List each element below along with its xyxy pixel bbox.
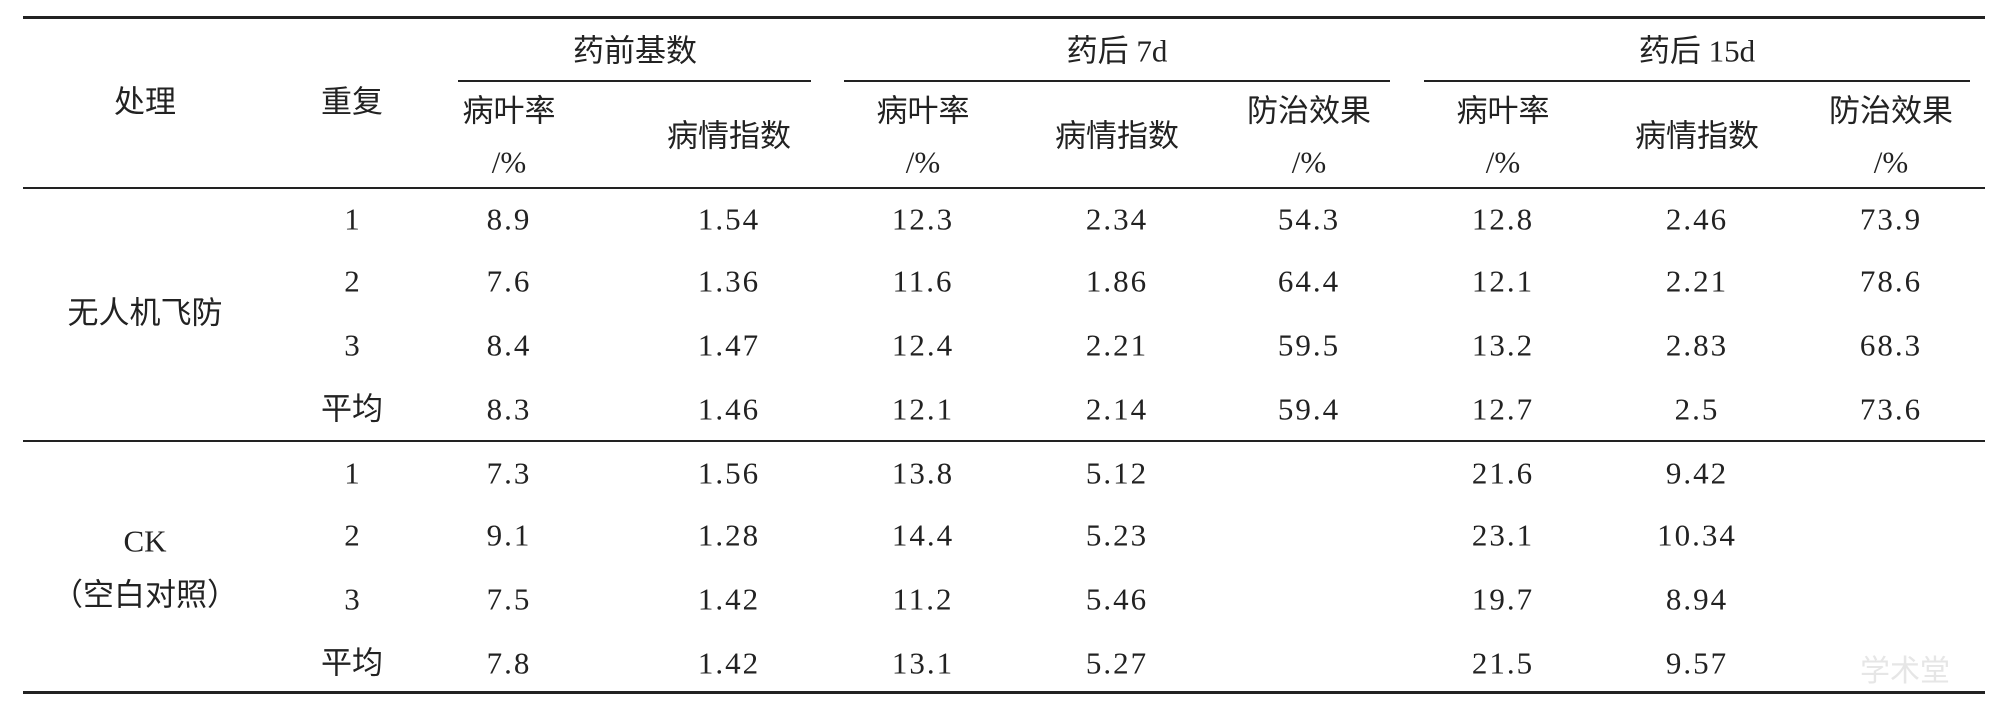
group-header: 药前基数 xyxy=(573,33,697,69)
group-rule xyxy=(458,80,811,82)
data-cell: 78.6 xyxy=(1859,263,1923,299)
data-cell: 7.6 xyxy=(486,263,532,299)
replicate-cell: 1 xyxy=(344,455,360,491)
data-cell: 2.21 xyxy=(1665,263,1729,299)
data-cell: 10.34 xyxy=(1657,517,1737,553)
replicate-cell: 平均 xyxy=(321,645,383,681)
data-cell: 8.9 xyxy=(486,201,532,237)
column-header: 病情指数 xyxy=(667,118,791,154)
data-cell: 2.46 xyxy=(1665,201,1729,237)
data-cell: 1.36 xyxy=(697,263,761,299)
column-header: 病叶率 xyxy=(462,93,556,129)
group-header: 药后 15d xyxy=(1638,33,1756,69)
bottom-rule xyxy=(23,691,1985,694)
data-cell: 7.3 xyxy=(486,455,532,491)
data-cell: 59.4 xyxy=(1277,391,1341,427)
data-cell: 7.5 xyxy=(486,581,532,617)
data-cell: 2.14 xyxy=(1085,391,1149,427)
data-cell: 2.21 xyxy=(1085,327,1149,363)
data-cell: 13.8 xyxy=(891,455,955,491)
header-cell: 处理 xyxy=(114,84,176,120)
column-header: 病叶率 xyxy=(1456,93,1550,129)
treatment-label: （空白对照） xyxy=(52,577,238,613)
data-cell: 12.1 xyxy=(1471,263,1535,299)
data-cell: 13.1 xyxy=(891,645,955,681)
column-header: 病情指数 xyxy=(1635,118,1759,154)
group-rule xyxy=(844,80,1390,82)
data-cell: 9.42 xyxy=(1665,455,1729,491)
data-cell: 1.47 xyxy=(697,327,761,363)
header-cell: 重复 xyxy=(321,84,383,120)
column-unit: /% xyxy=(1291,144,1327,180)
data-cell: 8.3 xyxy=(486,391,532,427)
data-cell: 5.27 xyxy=(1085,645,1149,681)
data-cell: 21.5 xyxy=(1471,645,1535,681)
data-cell: 1.28 xyxy=(697,517,761,553)
data-cell: 12.7 xyxy=(1471,391,1535,427)
data-cell: 1.46 xyxy=(697,391,761,427)
replicate-cell: 1 xyxy=(344,201,360,237)
data-cell: 68.3 xyxy=(1859,327,1923,363)
data-cell: 59.5 xyxy=(1277,327,1341,363)
data-cell: 73.9 xyxy=(1859,201,1923,237)
data-cell: 64.4 xyxy=(1277,263,1341,299)
column-header: 防治效果 xyxy=(1247,93,1371,129)
data-cell: 1.42 xyxy=(697,645,761,681)
column-unit: /% xyxy=(491,144,527,180)
replicate-cell: 3 xyxy=(344,327,360,363)
data-cell: 23.1 xyxy=(1471,517,1535,553)
data-cell: 21.6 xyxy=(1471,455,1535,491)
data-cell: 11.2 xyxy=(892,581,954,617)
group-header: 药后 7d xyxy=(1066,33,1168,69)
data-cell: 1.86 xyxy=(1085,263,1149,299)
data-cell: 12.8 xyxy=(1471,201,1535,237)
data-cell: 8.4 xyxy=(486,327,532,363)
data-cell: 12.1 xyxy=(891,391,955,427)
column-unit: /% xyxy=(1873,144,1909,180)
data-cell: 12.3 xyxy=(891,201,955,237)
replicate-cell: 3 xyxy=(344,581,360,617)
data-cell: 7.8 xyxy=(486,645,532,681)
data-cell: 14.4 xyxy=(891,517,955,553)
data-cell: 1.54 xyxy=(697,201,761,237)
replicate-cell: 平均 xyxy=(321,391,383,427)
data-cell: 1.56 xyxy=(697,455,761,491)
treatment-label: 无人机飞防 xyxy=(67,295,223,331)
data-cell: 2.83 xyxy=(1665,327,1729,363)
column-unit: /% xyxy=(905,144,941,180)
data-cell: 9.57 xyxy=(1665,645,1729,681)
block-rule xyxy=(23,440,1985,442)
data-cell: 73.6 xyxy=(1859,391,1923,427)
column-header: 防治效果 xyxy=(1829,93,1953,129)
column-header: 病情指数 xyxy=(1055,118,1179,154)
header-rule xyxy=(23,187,1985,189)
data-cell: 1.42 xyxy=(697,581,761,617)
data-cell: 11.6 xyxy=(892,263,954,299)
data-cell: 2.5 xyxy=(1674,391,1720,427)
data-cell: 5.12 xyxy=(1085,455,1149,491)
treatment-label: CK xyxy=(123,523,167,559)
data-cell: 12.4 xyxy=(891,327,955,363)
column-header: 病叶率 xyxy=(876,93,970,129)
data-cell: 5.23 xyxy=(1085,517,1149,553)
top-rule xyxy=(23,16,1985,19)
data-cell: 2.34 xyxy=(1085,201,1149,237)
data-cell: 5.46 xyxy=(1085,581,1149,617)
watermark: 学术堂 xyxy=(1860,655,1950,688)
data-cell: 54.3 xyxy=(1277,201,1341,237)
replicate-cell: 2 xyxy=(344,517,360,553)
data-cell: 19.7 xyxy=(1471,581,1535,617)
data-cell: 8.94 xyxy=(1665,581,1729,617)
column-unit: /% xyxy=(1485,144,1521,180)
group-rule xyxy=(1424,80,1970,82)
data-cell: 9.1 xyxy=(486,517,532,553)
replicate-cell: 2 xyxy=(344,263,360,299)
data-cell: 13.2 xyxy=(1471,327,1535,363)
